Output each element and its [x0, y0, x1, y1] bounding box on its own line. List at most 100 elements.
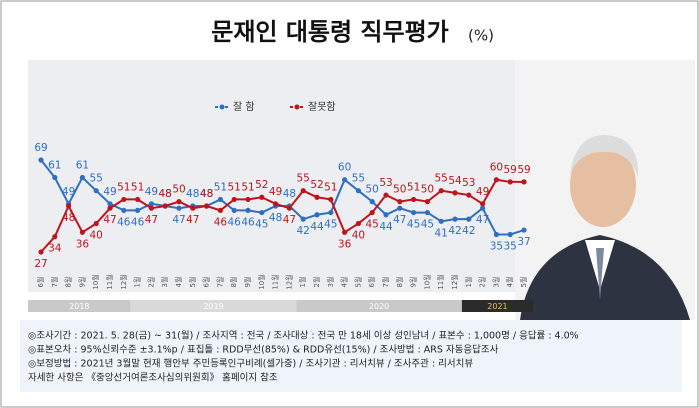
point	[38, 157, 44, 163]
value-label: 42	[448, 225, 461, 237]
year-label: 2020	[369, 302, 389, 311]
point	[79, 229, 85, 235]
point	[148, 205, 154, 211]
value-label: 51	[117, 181, 130, 193]
value-label: 47	[172, 214, 185, 226]
x-tick-label: 7월	[381, 277, 390, 288]
point	[121, 207, 127, 213]
point	[259, 209, 265, 216]
point	[411, 196, 417, 203]
point	[397, 205, 403, 211]
year-label: 2019	[203, 302, 223, 311]
point	[480, 201, 486, 207]
point	[162, 203, 168, 209]
point	[507, 179, 513, 185]
legend-dot	[219, 104, 225, 110]
value-label: 51	[131, 181, 144, 193]
point	[52, 174, 58, 181]
point	[493, 177, 499, 183]
value-label: 35	[490, 240, 503, 252]
portrait-hair	[570, 135, 639, 178]
value-label: 37	[517, 236, 530, 248]
point	[383, 192, 389, 198]
point	[369, 199, 375, 205]
value-label: 47	[145, 214, 158, 226]
point	[342, 177, 348, 183]
x-tick-label: 9월	[77, 277, 86, 288]
point	[328, 196, 334, 203]
x-tick-label: 11월	[271, 274, 280, 289]
value-label: 69	[34, 142, 47, 154]
point	[286, 205, 292, 211]
x-tick-label: 10월	[422, 274, 431, 289]
x-tick-label: 3월	[491, 277, 500, 288]
value-label: 59	[504, 164, 517, 176]
point	[507, 231, 513, 238]
point	[93, 188, 99, 194]
value-label: 52	[255, 179, 268, 191]
point	[66, 203, 72, 209]
value-label: 51	[228, 181, 241, 193]
value-label: 55	[435, 173, 448, 185]
value-label: 40	[352, 230, 365, 242]
point	[231, 207, 237, 213]
x-tick-label: 10월	[91, 274, 100, 289]
value-label: 50	[393, 184, 406, 196]
point	[355, 220, 361, 227]
point	[521, 179, 527, 185]
value-label: 59	[517, 164, 530, 176]
value-label: 60	[338, 162, 351, 174]
value-label: 49	[103, 186, 116, 198]
point	[342, 229, 348, 235]
value-label: 49	[476, 186, 489, 198]
point	[107, 205, 113, 211]
note: ◎조사기간 : 2021. 5. 28(금) ~ 31(월) / 조사지역 : …	[28, 330, 579, 342]
value-label: 41	[435, 227, 448, 239]
x-tick-label: 2월	[312, 277, 321, 288]
note: ◎보정방법 : 2021년 3월말 현재 행안부 주민등록인구비례(셀가중) /…	[28, 358, 473, 370]
value-label: 42	[297, 225, 310, 237]
x-tick-label: 4월	[505, 277, 514, 288]
x-tick-label: 9월	[409, 277, 418, 288]
year-band	[28, 300, 131, 312]
value-label: 48	[62, 212, 75, 224]
point	[259, 194, 265, 200]
value-label: 46	[241, 216, 255, 228]
point	[176, 205, 182, 211]
value-label: 47	[393, 214, 406, 226]
value-label: 47	[186, 214, 199, 226]
notes-background	[20, 320, 682, 392]
plot-background	[28, 60, 533, 292]
x-tick-label: 1월	[464, 277, 473, 288]
point	[397, 199, 403, 205]
x-tick-label: 5월	[519, 277, 528, 288]
point	[314, 212, 320, 218]
value-label: 47	[476, 214, 489, 226]
x-tick-label: 11월	[105, 274, 114, 289]
x-tick-label: 7월	[50, 277, 59, 288]
x-tick-label: 3월	[160, 277, 169, 288]
point	[493, 231, 499, 238]
year-band	[130, 300, 297, 312]
value-label: 61	[48, 160, 61, 172]
value-label: 48	[159, 188, 172, 200]
point	[176, 199, 182, 205]
point	[300, 188, 306, 194]
value-label: 55	[90, 173, 103, 185]
year-band	[461, 300, 533, 312]
point	[424, 199, 430, 205]
value-label: 50	[172, 184, 185, 196]
point	[411, 209, 417, 216]
year-label: 2021	[487, 302, 507, 311]
point	[314, 194, 320, 200]
value-label: 48	[200, 188, 213, 200]
x-tick-label: 8월	[229, 277, 238, 288]
value-label: 45	[255, 219, 268, 231]
x-tick-label: 6월	[367, 277, 376, 288]
value-label: 51	[214, 181, 227, 193]
value-label: 48	[283, 188, 296, 200]
unit: (%)	[468, 27, 494, 45]
value-label: 50	[421, 184, 434, 196]
point	[93, 220, 99, 227]
x-tick-label: 5월	[188, 277, 197, 288]
